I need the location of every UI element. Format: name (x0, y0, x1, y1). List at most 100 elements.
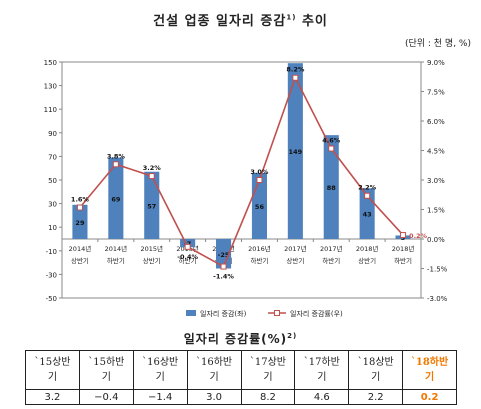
x-tick-label-year: 2015년 (140, 244, 163, 253)
table-title-footnote: 2) (287, 332, 298, 340)
chart-title-tail: 추이 (296, 14, 328, 29)
bar (180, 239, 196, 248)
rate-data-label: -1.4% (213, 273, 234, 281)
bar-data-label: 3 (401, 234, 406, 242)
bar-data-label: -25 (218, 251, 230, 259)
rate-table-header-text: `16하반 (196, 357, 233, 368)
rate-point (148, 173, 155, 180)
rate-data-label: 3.0% (250, 168, 269, 176)
rate-point (364, 192, 371, 199)
rate-point (328, 145, 335, 152)
legend-bar-swatch (186, 310, 196, 316)
rate-table-header-text: `15상반 (34, 357, 71, 368)
unit-note: (단위 : 천 명, %) (404, 39, 471, 49)
legend-line-marker (274, 310, 280, 316)
rate-point (256, 177, 263, 183)
bar (323, 135, 339, 239)
rate-table-value-row: 3.2 −0.4 −1.4 3.0 8.2 4.6 2.2 0.2 (25, 389, 457, 405)
y-left-tick-label: 150 (44, 59, 57, 67)
bar-data-label: 29 (75, 219, 85, 227)
rate-table-header-text: `15하반 (88, 357, 125, 368)
x-tick-label-year: 2017년 (320, 244, 343, 253)
y-right-tick-label: 1.5% (427, 207, 445, 215)
bar-data-label: 56 (255, 203, 265, 211)
rate-point (220, 263, 227, 270)
y-right-tick-label: 4.5% (427, 148, 445, 156)
rate-table-header-text: 기 (317, 372, 327, 383)
bar-data-label: 57 (147, 202, 156, 210)
rate-data-label: 8.2% (286, 66, 305, 74)
rate-data-label: 4.6% (322, 137, 341, 145)
y-left-tick-label: -10 (46, 248, 57, 256)
y-left-tick-label: 30 (48, 201, 57, 209)
rate-table-value-cell: 4.6 (294, 389, 350, 405)
y-right-tick-label: 6.0% (427, 118, 445, 126)
rate-data-label: 1.6% (71, 196, 90, 204)
rate-data-label: -0.4% (177, 253, 198, 261)
y-right-tick-label: -3.0% (427, 295, 448, 303)
y-left-tick-label: -30 (46, 271, 57, 279)
rate-data-label: 3.8% (107, 152, 126, 160)
rate-table-header-text: 기 (263, 372, 273, 383)
chart-title-footnote: 1) (286, 13, 297, 22)
bar-data-label: 69 (111, 195, 121, 203)
rate-table-header-row: `15상반 기 `15하반 기 `16상반 기 `16하반 기 `17상반 기 `17하반 기 `18상… (25, 350, 457, 390)
x-tick-label-half: 상반기 (143, 256, 161, 265)
bar (72, 204, 88, 239)
y-left-tick-label: 50 (48, 177, 57, 185)
bar-data-label: 149 (289, 148, 303, 156)
x-tick-label-half: 상반기 (286, 256, 304, 265)
x-tick-label-half: 상반기 (358, 256, 376, 265)
rate-data-label: 2.2% (358, 184, 377, 192)
rate-table-header-text: 기 (155, 372, 165, 383)
y-right-tick-label: 3.0% (427, 177, 445, 185)
rate-table-value-cell: 8.2 (240, 389, 296, 405)
y-right-tick-label: -1.5% (427, 266, 448, 274)
x-tick-label-half: 하반기 (179, 256, 197, 265)
rate-point (400, 232, 407, 239)
rate-point (112, 161, 119, 168)
rate-table-header-text: `18하반 (410, 357, 449, 368)
rate-table-header-cell: `16하반 기 (186, 350, 242, 390)
rate-table-header-text: 기 (47, 372, 58, 383)
rate-point (184, 243, 191, 250)
bar-data-label: 88 (327, 184, 337, 192)
y-left-tick-label: 110 (44, 106, 57, 114)
x-tick-label-year: 2018년 (392, 244, 415, 253)
y-left-tick-label: 10 (48, 224, 57, 232)
x-tick-label-half: 하반기 (250, 256, 268, 265)
y-left-tick-label: 70 (48, 153, 57, 161)
rate-table-header-text: `17하반 (303, 357, 340, 368)
rate-table-value-cell: 2.2 (348, 389, 404, 405)
x-tick-label-year: 2018년 (356, 244, 379, 253)
rate-table-header-cell: `15하반 기 (78, 350, 134, 390)
rate-table-value-cell: −0.4 (78, 389, 134, 405)
bar-data-label: 43 (363, 211, 372, 219)
legend-bar-label: 일자리 증감(좌) (200, 309, 247, 318)
chart-title-text: 건설 업종 일자리 증감 (153, 14, 287, 29)
rate-table-header-text: `16상반 (142, 357, 179, 368)
rate-table-header-text: `18상반 (357, 357, 394, 368)
rate-table: `15상반 기 `15하반 기 `16상반 기 `16하반 기 `17상반 기 `17하반 기 `18상… (25, 350, 457, 405)
x-tick-label-half: 하반기 (394, 256, 412, 265)
rate-table-header-text: 기 (371, 372, 381, 383)
rate-point (76, 204, 83, 211)
rate-point (292, 74, 299, 81)
x-tick-label-half: 하반기 (322, 256, 340, 265)
chart-title: 건설 업종 일자리 증감1) 추이 (0, 10, 481, 29)
y-left-tick-label: 90 (48, 130, 57, 138)
rate-table-header-text: 기 (424, 372, 435, 383)
rate-table-header-text: `17상반 (249, 357, 286, 368)
x-tick-label-year: 2014년 (105, 244, 128, 253)
rate-table-value-cell: 3.2 (25, 389, 80, 405)
table-title-text: 일자리 증감률(%) (183, 332, 288, 346)
bar (144, 171, 160, 239)
x-tick-label-year: 2017년 (284, 244, 307, 253)
rate-table-value-cell: 0.2 (402, 389, 457, 405)
rate-data-label: 3.2% (143, 164, 162, 172)
rate-line (79, 75, 404, 268)
x-tick-label-half: 하반기 (107, 256, 125, 265)
